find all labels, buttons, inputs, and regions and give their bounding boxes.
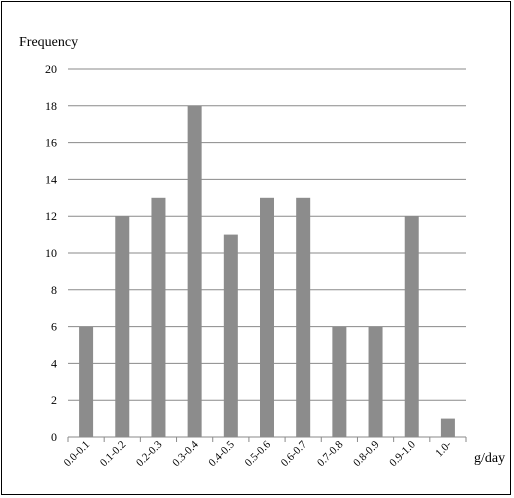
x-tick-label: 0.8-0.9 xyxy=(351,438,382,469)
y-tick-label: 10 xyxy=(45,246,57,260)
y-tick-label: 0 xyxy=(51,430,57,444)
x-tick-label: 0.6-0.7 xyxy=(279,438,310,469)
bar-0.7-0.8 xyxy=(332,326,347,437)
y-tick-label: 14 xyxy=(45,172,57,186)
x-tick-label: 0.7-0.8 xyxy=(315,438,346,469)
bar-0.3-0.4 xyxy=(187,105,202,438)
x-tick-label: 0.3-0.4 xyxy=(170,438,201,469)
bar-0.5-0.6 xyxy=(260,197,274,437)
bar-0.6-0.7 xyxy=(296,197,311,437)
y-tick-label: 20 xyxy=(45,62,57,76)
bar-0.9-1.0 xyxy=(404,216,419,437)
y-tick-label: 6 xyxy=(51,320,57,334)
y-tick-label: 8 xyxy=(51,283,57,297)
y-tick-label: 2 xyxy=(51,393,57,407)
x-tick-label: 1.0- xyxy=(433,438,454,459)
y-tick-labels: 0 2 4 6 8 10 12 14 16 18 20 xyxy=(45,62,57,444)
y-tick-label: 16 xyxy=(45,136,57,150)
bar-0.0-0.1 xyxy=(79,326,94,437)
x-tick-labels: 0.0-0.1 0.1-0.2 0.2-0.3 0.3-0.4 0.4-0.5 0.5-0… xyxy=(62,438,455,469)
x-tick-label: 0.4-0.5 xyxy=(206,438,237,469)
y-tick-label: 4 xyxy=(51,356,57,370)
bar-0.4-0.5 xyxy=(223,234,238,437)
y-axis-label: Frequency xyxy=(19,35,78,50)
gridlines xyxy=(68,68,466,401)
bar-1.0- xyxy=(440,418,455,437)
x-tick-label: 0.0-0.1 xyxy=(62,439,93,470)
y-tick-label: 18 xyxy=(45,99,57,113)
x-axis-label: g/day xyxy=(474,451,505,466)
bar-0.2-0.3 xyxy=(151,197,166,437)
axes xyxy=(67,436,467,442)
y-tick-label: 12 xyxy=(45,209,57,223)
bar-0.1-0.2 xyxy=(115,216,130,437)
x-tick-label: 0.9-1.0 xyxy=(387,438,418,469)
bars xyxy=(79,105,455,438)
bar-0.8-0.9 xyxy=(368,326,383,437)
x-tick-label: 0.2-0.3 xyxy=(134,438,165,469)
x-tick-label: 0.5-0.6 xyxy=(243,438,274,469)
x-tick-label: 0.1-0.2 xyxy=(98,439,129,470)
